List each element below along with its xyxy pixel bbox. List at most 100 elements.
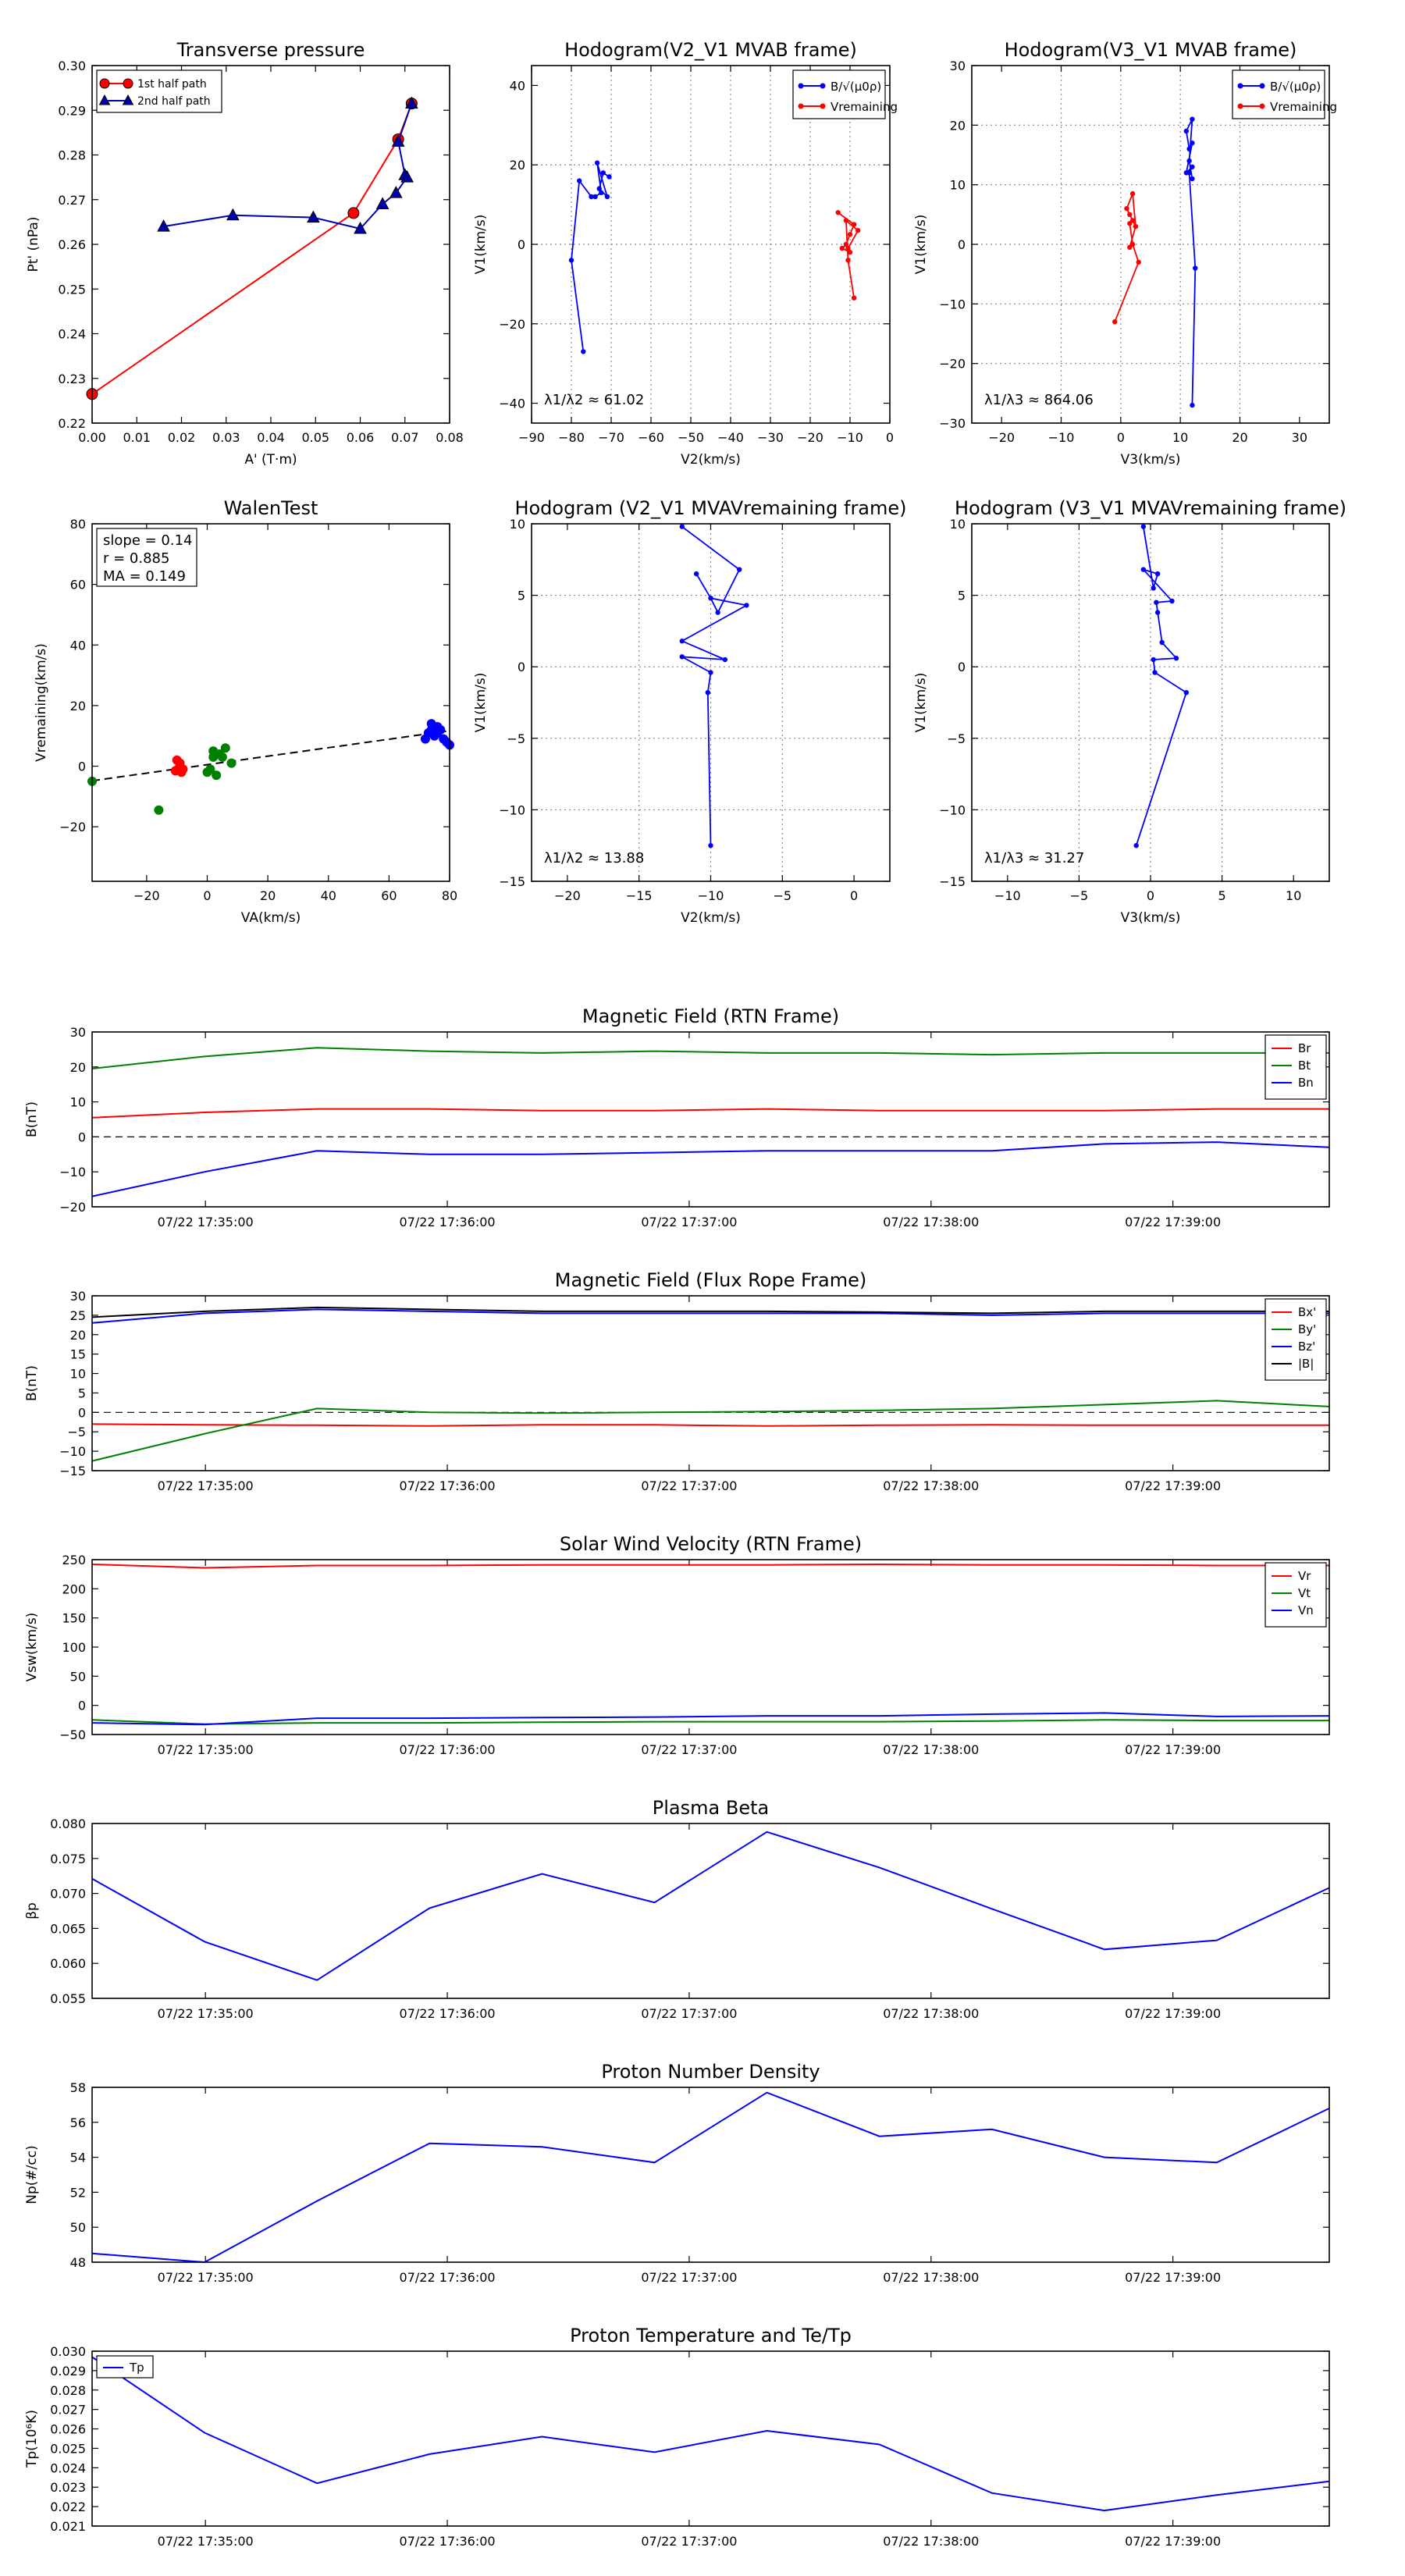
data-point: [679, 654, 685, 660]
x-tick-label: 30: [1292, 430, 1307, 445]
y-tick-label: −40: [499, 397, 525, 411]
y-tick-label: 48: [70, 2255, 86, 2270]
legend-marker: [798, 103, 804, 109]
data-point: [708, 670, 713, 675]
x-tick-label: 07/22 17:37:00: [641, 1478, 737, 1493]
data-point: [1190, 164, 1195, 169]
plot-frame: [91, 523, 450, 882]
plot-frame: [91, 1823, 1330, 1999]
x-tick-label: −15: [626, 888, 653, 903]
y-tick-label: 10: [950, 178, 966, 193]
x-tick-label: −20: [797, 430, 823, 445]
x-tick-label: 0.03: [212, 430, 240, 445]
x-tick-label: 20: [260, 888, 276, 903]
data-point: [1183, 170, 1190, 176]
x-tick-label: −30: [757, 430, 784, 445]
x-tick-label: 07/22 17:38:00: [883, 1215, 979, 1229]
scatter-point-green: [226, 758, 237, 768]
y-tick-label: 58: [70, 2080, 86, 2095]
y-tick-label: 0.22: [58, 416, 86, 431]
data-point: [604, 194, 610, 200]
y-tick-label: 0.060: [50, 1956, 86, 1971]
data-point: [1154, 571, 1161, 577]
scatter-point-green: [220, 743, 230, 753]
y-tick-label: −15: [939, 874, 966, 889]
y-tick-label: 250: [62, 1553, 86, 1567]
y-tick-label: 0.23: [58, 372, 86, 386]
y-tick-label: 0.30: [58, 59, 86, 73]
y-tick-label: 20: [510, 158, 525, 173]
data-point: [843, 241, 849, 247]
scatter-point-green: [212, 770, 222, 781]
y-axis-label: Np(#/cc): [24, 2145, 40, 2204]
data-point: [1127, 212, 1133, 218]
x-tick-label: 07/22 17:37:00: [641, 2006, 737, 2021]
legend-box: [96, 69, 222, 113]
data-point: [1129, 190, 1136, 197]
y-axis-label: V1(km/s): [473, 673, 489, 733]
x-tick-label: 0: [886, 430, 894, 445]
y-tick-label: 80: [70, 517, 86, 532]
series-line-1: [163, 103, 413, 230]
data-point: [1112, 319, 1118, 325]
data-point: [693, 571, 699, 577]
data-point: [835, 210, 841, 215]
y-tick-label: 0.29: [58, 103, 86, 118]
y-tick-label: 150: [62, 1611, 86, 1626]
x-tick-label: 0.00: [78, 430, 106, 445]
y-tick-label: 0.25: [58, 282, 86, 297]
y-tick-label: 54: [70, 2151, 86, 2165]
x-tick-label: 07/22 17:38:00: [883, 2270, 979, 2285]
x-tick-label: 07/22 17:39:00: [1125, 2270, 1221, 2285]
y-axis-label: Pt' (nPa): [26, 217, 41, 272]
series-line-Vr: [91, 1563, 1329, 1569]
x-tick-label: 07/22 17:36:00: [400, 1742, 496, 1757]
x-tick-label: 07/22 17:39:00: [1125, 2534, 1221, 2549]
legend-label: Br: [1298, 1041, 1311, 1055]
data-point: [1190, 176, 1195, 182]
y-tick-label: −5: [507, 731, 525, 746]
data-point: [679, 524, 685, 529]
series-line-Vt: [91, 1719, 1329, 1725]
data-point: [708, 596, 713, 601]
y-tick-label: 0: [518, 237, 525, 252]
x-tick-label: −5: [774, 888, 792, 903]
x-axis-label: V2(km/s): [681, 910, 741, 926]
plot-frame: [531, 523, 891, 882]
x-tick-label: 07/22 17:39:00: [1125, 2006, 1221, 2021]
y-tick-label: 5: [958, 589, 966, 603]
data-point: [347, 207, 360, 219]
series-line-Tp: [91, 2356, 1330, 2512]
chart-h2: −20 −10 0 10 20 30 −30 −20 −10 0 10 20 30 Hodogram(V3…: [913, 39, 1337, 468]
y-tick-label: 0: [958, 237, 966, 252]
series-line-Bn: [91, 1141, 1330, 1197]
y-tick-label: 10: [510, 517, 525, 532]
data-point: [1140, 567, 1147, 572]
y-axis-label: V1(km/s): [913, 673, 929, 733]
data-point: [851, 222, 857, 227]
legend-marker: [820, 83, 826, 89]
legend-label: B/√(μ0ρ): [1270, 80, 1321, 94]
scatter-point-green: [154, 805, 164, 815]
plot-frame: [971, 523, 1330, 882]
chart-title: Plasma Beta: [653, 1797, 769, 1819]
y-tick-label: 10: [70, 1095, 86, 1110]
y-tick-label: 40: [70, 638, 86, 653]
y-tick-label: −20: [939, 357, 966, 372]
legend-label: Vr: [1298, 1569, 1311, 1583]
chart-title: Proton Number Density: [601, 2061, 820, 2083]
data-point: [389, 186, 403, 198]
plot-frame: [91, 2350, 1330, 2527]
y-tick-label: 10: [70, 1367, 86, 1382]
x-tick-label: −20: [988, 430, 1015, 445]
data-point: [1190, 141, 1195, 146]
y-tick-label: −10: [499, 802, 525, 817]
fit-statistic: MA = 0.149: [103, 568, 186, 585]
legend-label: Bn: [1298, 1076, 1314, 1090]
data-point: [1154, 610, 1161, 615]
y-tick-label: 20: [950, 118, 966, 133]
chart-mag_rtn: −20 −10 0 10 20 30 07/22 17:35:00 07/22 17:36:0…: [24, 1005, 1330, 1229]
chart-title: WalenTest: [224, 497, 318, 519]
legend-label: B/√(μ0ρ): [831, 80, 881, 94]
